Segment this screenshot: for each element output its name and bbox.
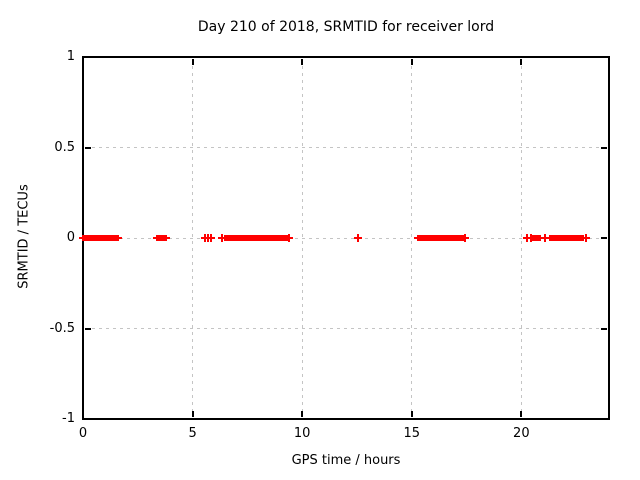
data-point: [541, 234, 550, 242]
grid-line-horizontal: [85, 237, 607, 239]
x-tick-label: 5: [188, 426, 197, 441]
data-point-arm: [209, 234, 212, 242]
x-axis-tick-top: [301, 59, 304, 65]
x-axis-tick: [520, 411, 523, 417]
x-tick-label: 20: [513, 426, 530, 441]
y-axis-tick: [85, 418, 91, 420]
data-point: [460, 234, 469, 242]
grid-line-horizontal: [85, 147, 607, 148]
data-segment: [153, 235, 171, 241]
x-axis-tick-top: [82, 59, 84, 65]
chart-title: Day 210 of 2018, SRMTID for receiver lor…: [197, 19, 495, 35]
data-point-arm: [357, 234, 360, 242]
x-axis-tick-top: [520, 59, 523, 65]
data-segment: [79, 235, 122, 241]
x-axis-label: GPS time / hours: [291, 453, 401, 468]
y-tick-label: -0.5: [49, 320, 75, 336]
y-axis-tick-right: [601, 418, 607, 420]
data-point-arm: [220, 234, 223, 242]
x-axis-tick-top: [410, 59, 413, 65]
y-tick-label: 0: [66, 230, 75, 245]
data-point-arm: [544, 234, 547, 242]
y-axis-tick: [85, 56, 91, 58]
x-axis-tick: [82, 411, 84, 417]
y-axis-tick-right: [601, 237, 607, 239]
x-tick-label: 10: [293, 426, 311, 441]
x-axis-tick: [191, 411, 194, 417]
y-axis-tick-right: [601, 146, 607, 149]
data-point-arm: [463, 234, 466, 242]
data-point: [522, 234, 531, 242]
data-point: [285, 234, 294, 242]
x-axis-tick: [410, 411, 413, 417]
data-point-arm: [288, 234, 291, 242]
data-point: [217, 234, 226, 242]
data-point: [206, 234, 215, 242]
y-axis-tick: [85, 146, 91, 149]
x-axis-tick-top: [191, 59, 194, 65]
data-segment: [546, 235, 587, 241]
x-tick-label: 0: [78, 426, 88, 441]
y-axis-tick-right: [601, 327, 607, 330]
data-point-arm: [525, 234, 528, 242]
data-point-arm: [530, 234, 533, 242]
y-tick-label: 1: [66, 49, 75, 64]
y-axis-tick: [85, 327, 91, 330]
x-axis-tick: [301, 411, 304, 417]
grid-line-horizontal: [85, 328, 607, 329]
y-tick-label: -1: [62, 411, 75, 426]
y-tick-label: 0.5: [54, 139, 75, 155]
data-point: [581, 234, 590, 242]
x-tick-label: 15: [403, 426, 421, 441]
data-segment: [414, 235, 467, 241]
data-point: [527, 234, 536, 242]
data-point: [354, 234, 363, 242]
y-axis-tick-right: [601, 56, 607, 58]
data-point-arm: [584, 234, 587, 242]
data-segment: [220, 235, 292, 241]
